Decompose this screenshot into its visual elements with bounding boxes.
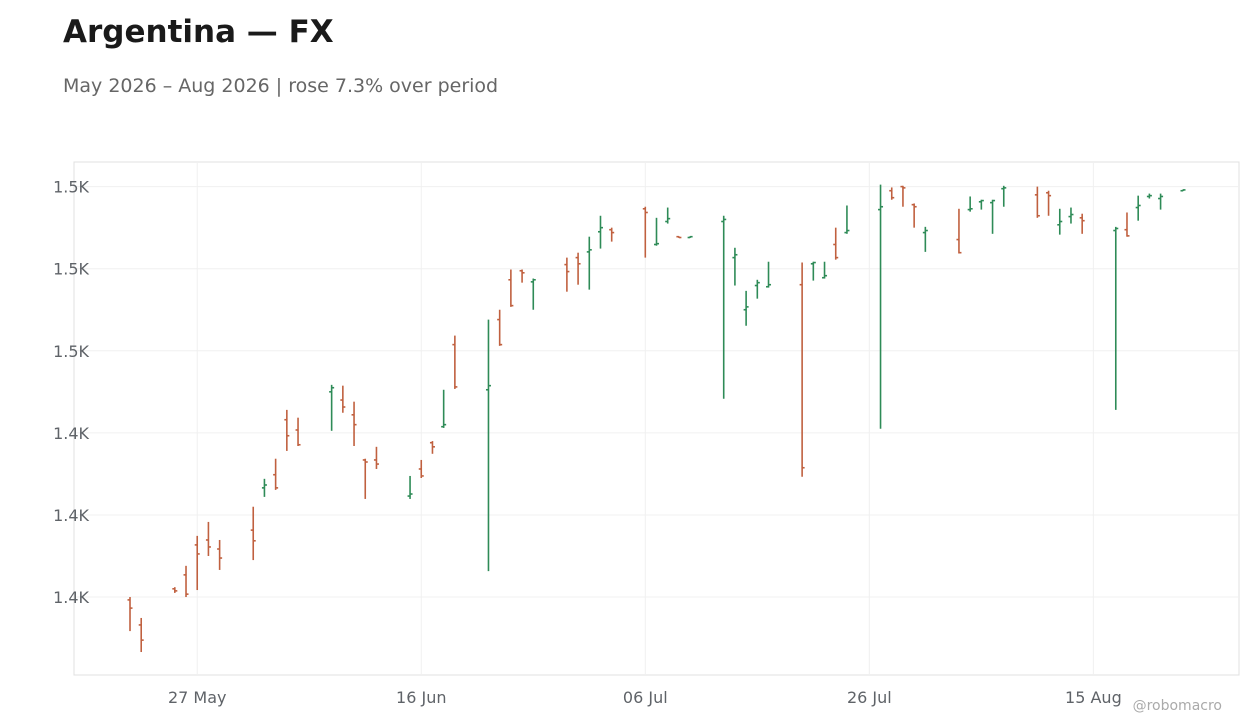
- y-tick-label: 1.4K: [53, 424, 89, 443]
- plot-frame: [73, 161, 1240, 676]
- x-tick-label: 15 Aug: [1065, 688, 1122, 707]
- y-tick-label: 1.4K: [53, 506, 89, 525]
- y-tick-label: 1.5K: [53, 178, 89, 197]
- x-tick-label: 27 May: [168, 688, 227, 707]
- chart-subtitle: May 2026 – Aug 2026 | rose 7.3% over per…: [63, 75, 498, 97]
- chart-title: Argentina — FX: [63, 14, 334, 50]
- x-tick-label: 16 Jun: [396, 688, 446, 707]
- y-tick-label: 1.4K: [53, 588, 89, 607]
- source-note: @robomacro: [1133, 698, 1222, 714]
- x-tick-label: 06 Jul: [623, 688, 668, 707]
- y-tick-label: 1.5K: [53, 260, 89, 279]
- x-tick-label: 26 Jul: [847, 688, 892, 707]
- y-tick-label: 1.5K: [53, 342, 89, 361]
